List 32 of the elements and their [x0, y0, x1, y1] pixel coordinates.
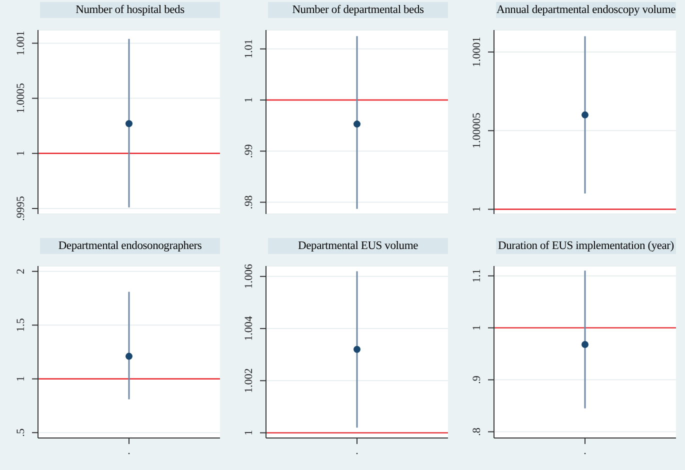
y-tick-label: 1.1: [471, 269, 483, 283]
chart-title: Number of hospital beds: [40, 2, 220, 18]
y-tick-label: 1.01: [243, 39, 255, 59]
y-tick-label: 2: [15, 268, 27, 274]
x-tick-label: .: [128, 444, 131, 457]
y-tick-label: 1: [243, 430, 255, 436]
x-tick-label: .: [584, 444, 587, 457]
y-tick-label: 1.002: [243, 368, 255, 394]
chart-title: Number of departmental beds: [268, 2, 448, 18]
chart-title: Departmental endosonographers: [40, 238, 220, 254]
y-tick-label: .9995: [15, 196, 27, 221]
y-tick-label: 1: [471, 206, 483, 212]
y-tick-label: 1.5: [15, 318, 27, 332]
chart-title: Duration of EUS implementation (year): [496, 238, 676, 254]
y-tick-label: .98: [243, 194, 255, 210]
y-tick-label: 1.0001: [471, 36, 483, 68]
chart-title: Annual departmental endoscopy volume: [496, 2, 676, 18]
y-tick-label: .5: [15, 428, 27, 437]
y-tick-label: .99: [243, 144, 255, 158]
y-tick-label: 1.004: [243, 316, 255, 341]
y-tick-label: 1: [15, 376, 27, 382]
x-tick-label: .: [356, 444, 359, 457]
y-tick-label: 1.0005: [15, 82, 27, 114]
y-tick-label: .8: [471, 427, 483, 436]
y-tick-label: 1.00005: [471, 112, 483, 149]
y-tick-label: 1: [471, 325, 483, 331]
y-tick-label: 1.006: [243, 264, 255, 289]
y-tick-label: 1.001: [15, 30, 27, 56]
y-tick-label: 1: [15, 150, 27, 156]
y-tick-label: .9: [471, 375, 483, 384]
y-tick-label: 1: [243, 97, 255, 103]
chart-title: Departmental EUS volume: [268, 238, 448, 254]
